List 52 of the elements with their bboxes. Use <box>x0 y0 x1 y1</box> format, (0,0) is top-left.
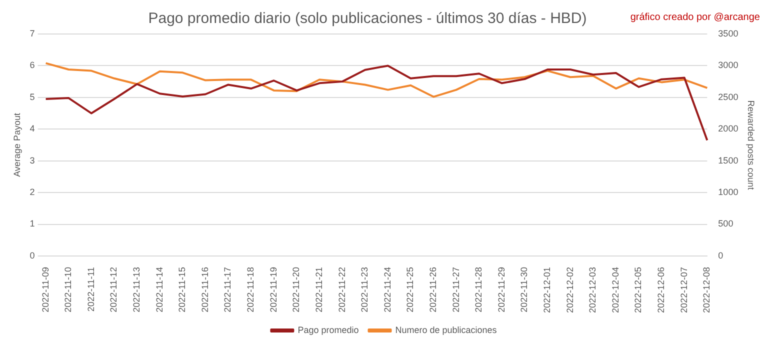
chart-title: Pago promedio diario (solo publicaciones - últimos 30 días - HBD) <box>148 10 587 27</box>
x-tick-label: 2022-11-15 <box>177 266 188 312</box>
y2-tick-label: 0 <box>718 250 724 260</box>
x-tick-label: 2022-11-09 <box>40 266 50 312</box>
y2-tick-label: 2500 <box>718 92 738 102</box>
x-tick-label: 2022-11-24 <box>382 266 392 312</box>
x-tick-label: 2022-11-28 <box>474 266 484 312</box>
y-tick-label: 7 <box>30 28 35 38</box>
x-tick-label: 2022-11-29 <box>496 266 506 312</box>
y-tick-label: 3 <box>30 155 35 166</box>
x-tick-label: 2022-12-04 <box>610 266 620 314</box>
legend-label: Numero de publicaciones <box>395 324 498 335</box>
legend-label: Pago promedio <box>298 324 359 335</box>
x-tick-label: 2022-11-13 <box>132 266 142 312</box>
y2-tick-label: 3500 <box>718 28 738 38</box>
x-tick-label: 2022-11-23 <box>360 266 370 312</box>
x-tick-label: 2022-12-07 <box>678 266 689 314</box>
x-tick-label: 2022-12-01 <box>542 266 552 314</box>
y-tick-label: 5 <box>30 92 35 102</box>
y2-tick-label: 500 <box>718 218 734 229</box>
x-tick-label: 2022-11-17 <box>222 266 233 312</box>
x-tick-label: 2022-12-03 <box>588 266 598 314</box>
x-tick-label: 2022-11-10 <box>63 266 74 312</box>
x-tick-label: 2022-11-12 <box>108 266 119 312</box>
x-tick-label: 2022-11-30 <box>519 266 530 312</box>
x-tick-label: 2022-11-25 <box>405 266 416 312</box>
y-tick-label: 1 <box>30 218 35 229</box>
y-axis-title: Average Payout <box>12 112 22 177</box>
y-tick-label: 2 <box>30 187 35 198</box>
x-tick-label: 2022-11-16 <box>200 266 210 312</box>
y2-tick-label: 2000 <box>718 124 738 134</box>
x-tick-label: 2022-11-14 <box>154 266 164 312</box>
x-tick-label: 2022-12-02 <box>564 266 575 314</box>
x-tick-label: 2022-12-06 <box>656 266 666 314</box>
y2-axis-title: Rewarded posts count <box>746 100 756 190</box>
y-tick-label: 4 <box>30 124 35 134</box>
text: gráfico creado por @arcange <box>630 12 760 23</box>
x-tick-label: 2022-11-26 <box>428 266 438 312</box>
y2-tick-label: 1000 <box>718 187 738 198</box>
x-tick-label: 2022-11-18 <box>246 266 256 312</box>
y-tick-label: 6 <box>30 60 35 70</box>
x-tick-label: 2022-11-20 <box>291 266 302 312</box>
x-tick-label: 2022-11-19 <box>268 266 278 312</box>
x-tick-label: 2022-11-11 <box>86 266 96 312</box>
x-tick-label: 2022-12-08 <box>702 266 712 314</box>
y2-tick-label: 3000 <box>718 60 738 70</box>
y-tick-label: 0 <box>30 250 35 260</box>
x-tick-label: 2022-12-05 <box>633 266 644 314</box>
y2-tick-label: 1500 <box>718 155 738 166</box>
x-tick-label: 2022-11-21 <box>314 266 324 312</box>
x-tick-label: 2022-11-27 <box>450 266 461 312</box>
x-tick-label: 2022-11-22 <box>336 266 347 312</box>
